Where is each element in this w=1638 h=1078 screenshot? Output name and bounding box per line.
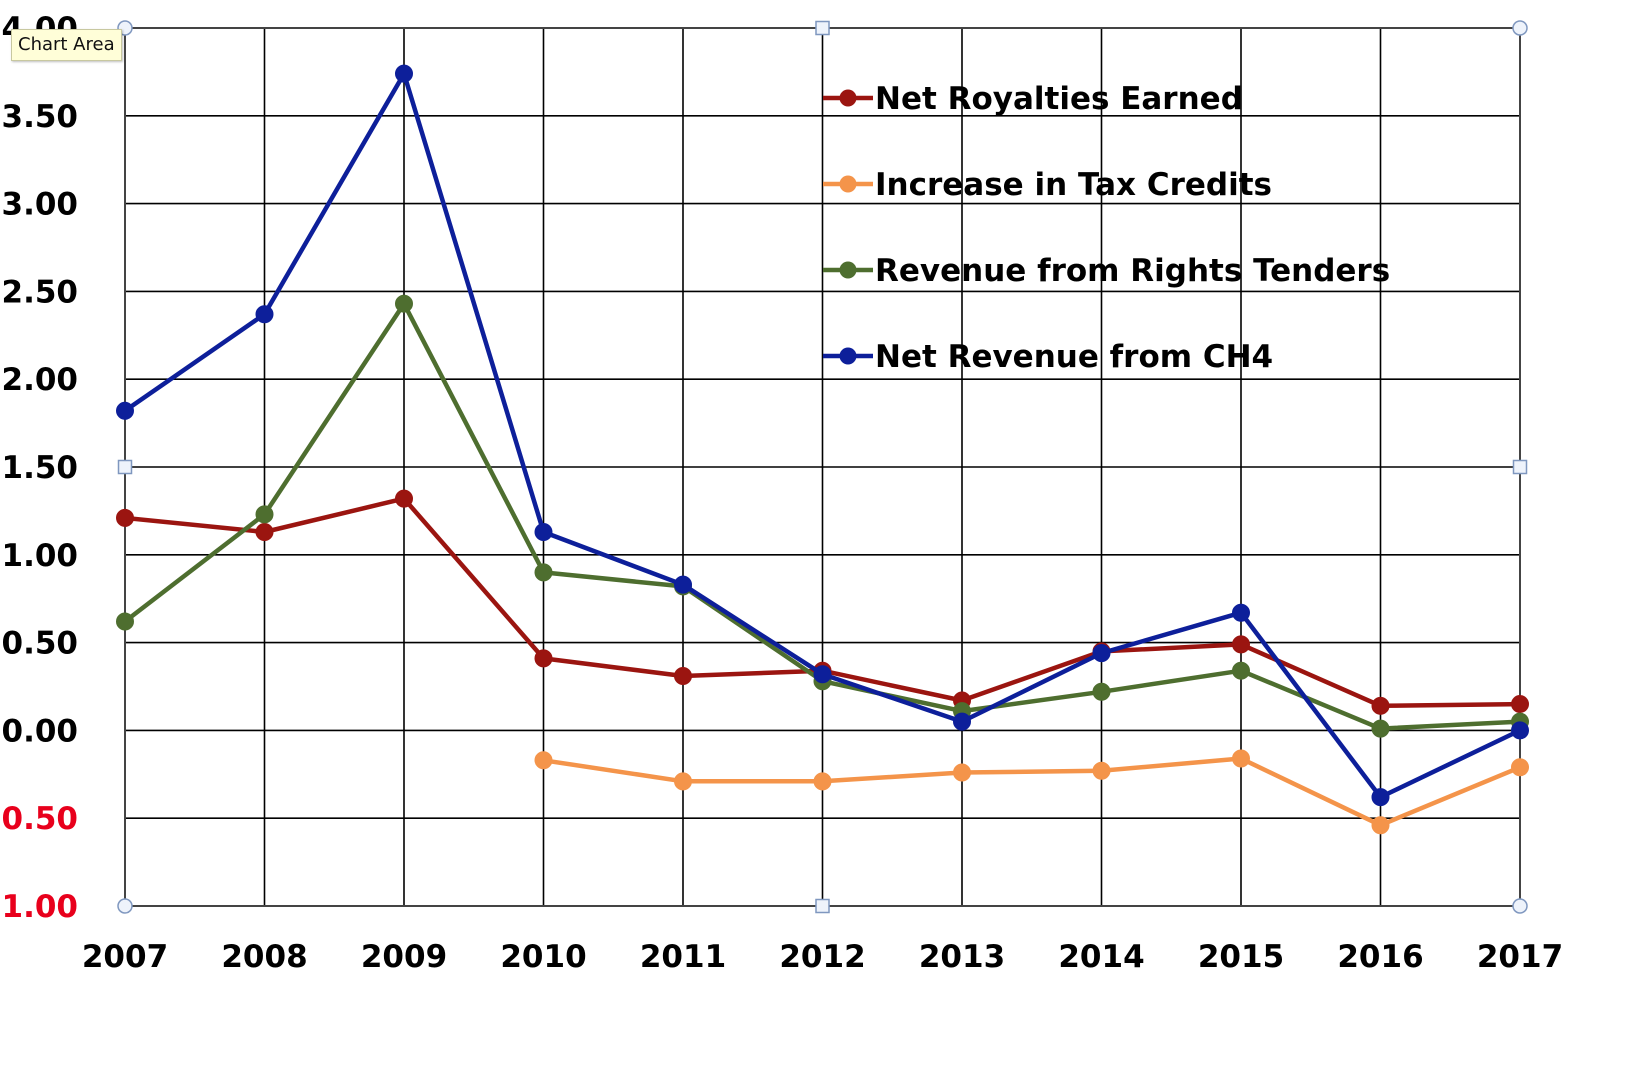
x-tick-label: 2014 xyxy=(1058,939,1144,975)
resize-handle-side[interactable] xyxy=(117,459,133,475)
data-point xyxy=(1371,788,1390,807)
series-3 xyxy=(116,64,1529,807)
data-point xyxy=(534,563,553,582)
legend-item: Increase in Tax Credits xyxy=(823,167,1272,203)
x-tick-label: 2013 xyxy=(919,939,1005,975)
data-point xyxy=(813,772,832,791)
data-point xyxy=(534,751,553,770)
series-lines xyxy=(116,64,1529,835)
data-point xyxy=(674,772,692,791)
resize-handle-side[interactable] xyxy=(815,898,830,914)
resize-handle-corner[interactable] xyxy=(1512,20,1528,36)
legend-label: Increase in Tax Credits xyxy=(875,167,1272,203)
y-tick-label: 2.00 xyxy=(2,362,79,398)
legend-label: Net Revenue from CH4 xyxy=(875,339,1273,375)
x-tick-label: 2010 xyxy=(500,939,586,975)
data-point xyxy=(1232,749,1250,768)
data-point xyxy=(1232,603,1250,622)
data-point xyxy=(395,294,413,313)
data-point xyxy=(674,666,692,685)
y-tick-label: 2.50 xyxy=(2,274,79,310)
data-point xyxy=(395,489,413,508)
chart-area-tooltip: Chart Area xyxy=(11,29,122,61)
x-tick-label: 2009 xyxy=(361,939,447,975)
y-tick-label: 1.50 xyxy=(2,450,79,486)
data-point xyxy=(1232,635,1250,654)
x-tick-label: 2015 xyxy=(1198,939,1284,975)
y-tick-label: 3.50 xyxy=(2,99,79,135)
data-point xyxy=(1371,719,1390,738)
legend: Net Royalties Earned Increase in Tax Cred… xyxy=(823,81,1390,375)
legend-item: Net Revenue from CH4 xyxy=(823,339,1273,375)
y-tick-label: -1.00 xyxy=(0,889,78,925)
data-point xyxy=(674,575,692,594)
data-point xyxy=(534,649,553,668)
resize-handle-corner[interactable] xyxy=(1512,898,1528,914)
data-point xyxy=(1092,644,1111,663)
resize-handle-side[interactable] xyxy=(1512,459,1528,475)
data-point xyxy=(1511,758,1529,777)
legend-swatch-marker xyxy=(839,347,857,365)
legend-label: Net Royalties Earned xyxy=(875,81,1243,117)
series-line xyxy=(541,756,1523,828)
data-point xyxy=(255,505,274,524)
data-point xyxy=(534,522,553,541)
series-1 xyxy=(534,749,1529,835)
data-point xyxy=(116,401,134,420)
resize-handle-corner[interactable] xyxy=(117,898,133,914)
data-point xyxy=(255,305,274,324)
data-point xyxy=(953,712,971,731)
x-tick-label: 2017 xyxy=(1477,939,1563,975)
data-point xyxy=(116,508,134,527)
legend-swatch-marker xyxy=(839,89,857,107)
y-tick-label: 0.00 xyxy=(2,713,79,749)
y-axis-ticks: 4.003.503.002.502.001.501.000.500.00-0.5… xyxy=(0,11,78,925)
data-point xyxy=(116,612,134,631)
x-tick-label: 2016 xyxy=(1337,939,1423,975)
resize-handle-side[interactable] xyxy=(815,20,830,36)
x-tick-label: 2011 xyxy=(640,939,726,975)
x-tick-label: 2012 xyxy=(779,939,865,975)
data-point xyxy=(953,763,971,782)
legend-swatch-marker xyxy=(839,261,857,279)
y-tick-label: 1.00 xyxy=(2,538,79,574)
y-tick-label: -0.50 xyxy=(0,801,78,837)
data-point xyxy=(813,665,832,684)
data-point xyxy=(395,64,413,83)
legend-item: Revenue from Rights Tenders xyxy=(823,253,1390,289)
legend-item: Net Royalties Earned xyxy=(823,81,1243,117)
x-axis-ticks: 2007 2008 2009 2010 2011 2012 2013 2014 2015 2016… xyxy=(82,939,1563,975)
y-tick-label: 3.00 xyxy=(2,187,79,223)
legend-label: Revenue from Rights Tenders xyxy=(875,253,1390,289)
x-tick-label: 2008 xyxy=(221,939,307,975)
data-point xyxy=(1092,682,1111,701)
x-tick-label: 2007 xyxy=(82,939,168,975)
data-point xyxy=(255,522,274,541)
y-tick-label: 0.50 xyxy=(2,626,79,662)
data-point xyxy=(1371,816,1390,835)
data-point xyxy=(1371,696,1390,715)
data-point xyxy=(1092,761,1111,780)
legend-swatch-marker xyxy=(839,175,857,193)
data-point xyxy=(1511,695,1529,714)
data-point xyxy=(1232,661,1250,680)
data-point xyxy=(1511,721,1529,740)
